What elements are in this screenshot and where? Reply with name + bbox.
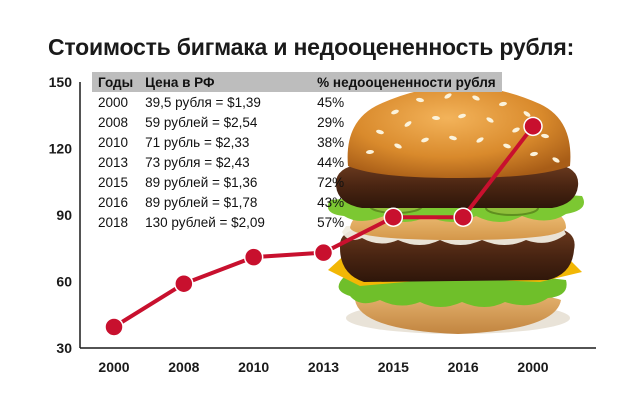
y-tick-label: 90 <box>56 207 72 223</box>
row-year: 2010 <box>98 134 129 150</box>
table-header-row: Годы Цена в РФ % недооцененности рубля <box>92 72 502 92</box>
row-undervaluation: 29% <box>317 114 345 130</box>
data-point <box>104 317 124 337</box>
table-row: 2018 130 рублей = $2,09 57% <box>92 212 502 232</box>
x-tick-label: 2013 <box>308 359 339 375</box>
table-row: 2016 89 рублей = $1,78 43% <box>92 192 502 212</box>
y-tick-labels: 30 60 90 120 150 <box>49 74 73 356</box>
row-price: 89 рублей = $1,36 <box>145 174 258 190</box>
row-undervaluation: 45% <box>317 94 345 110</box>
x-tick-label: 2000 <box>517 359 548 375</box>
row-undervaluation: 72% <box>317 174 345 190</box>
row-year: 2018 <box>98 214 129 230</box>
row-year: 2015 <box>98 174 129 190</box>
header-undervaluation: % недооцененности рубля <box>311 72 502 92</box>
data-point <box>313 242 334 263</box>
table-row: 2015 89 рублей = $1,36 72% <box>92 172 502 192</box>
row-price: 73 рубля = $2,43 <box>145 154 250 170</box>
x-tick-label: 2000 <box>98 359 129 375</box>
y-tick-label: 150 <box>49 74 73 90</box>
y-tick-label: 60 <box>56 274 72 290</box>
price-series <box>104 116 543 337</box>
row-price: 71 рубль = $2,33 <box>145 134 250 150</box>
row-year: 2000 <box>98 94 129 110</box>
row-year: 2013 <box>98 154 129 170</box>
header-price: Цена в РФ <box>139 72 312 92</box>
row-price: 59 рублей = $2,54 <box>145 114 258 130</box>
table-row: 2010 71 рубль = $2,33 38% <box>92 132 502 152</box>
chart-title: Стоимость бигмака и недооцененность рубл… <box>48 34 575 60</box>
x-tick-labels: 2000 2008 2010 2013 2015 2016 2000 <box>98 359 548 375</box>
top-bun <box>347 86 571 178</box>
table-row: 2000 39,5 рубля = $1,39 45% <box>92 92 502 112</box>
x-tick-label: 2008 <box>168 359 199 375</box>
row-undervaluation: 38% <box>317 134 345 150</box>
row-price: 39,5 рубля = $1,39 <box>145 94 261 110</box>
data-point <box>453 207 473 227</box>
header-years: Годы <box>92 72 140 92</box>
x-tick-label: 2010 <box>238 359 269 375</box>
row-undervaluation: 44% <box>317 154 345 170</box>
row-year: 2008 <box>98 114 129 130</box>
y-tick-label: 120 <box>49 141 73 157</box>
x-tick-label: 2015 <box>378 359 409 375</box>
data-point <box>383 207 404 227</box>
row-undervaluation: 43% <box>317 194 345 210</box>
sesame-seeds <box>366 93 560 163</box>
table-row: 2008 59 рублей = $2,54 29% <box>92 112 502 132</box>
row-undervaluation: 57% <box>317 214 345 230</box>
price-table: Годы Цена в РФ % недооцененности рубля 2… <box>92 72 502 232</box>
data-point <box>243 247 264 267</box>
row-price: 89 рублей = $1,78 <box>145 194 258 210</box>
row-year: 2016 <box>98 194 129 210</box>
data-point <box>174 273 194 294</box>
data-point <box>523 116 543 137</box>
row-price: 130 рублей = $2,09 <box>145 214 265 230</box>
table-row: 2013 73 рубля = $2,43 44% <box>92 152 502 172</box>
y-tick-label: 30 <box>56 340 72 356</box>
x-tick-label: 2016 <box>448 359 479 375</box>
